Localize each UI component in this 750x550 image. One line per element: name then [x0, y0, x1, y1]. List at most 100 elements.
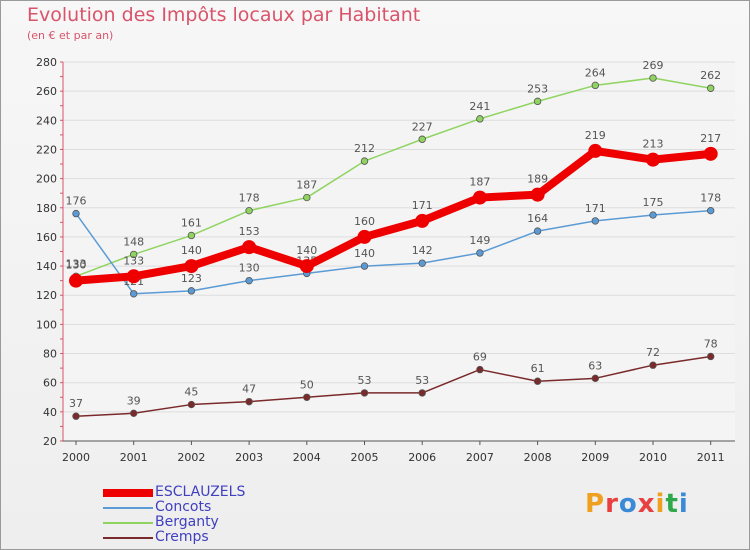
legend-label: Cremps — [155, 529, 209, 545]
data-label: 69 — [473, 351, 487, 364]
data-point — [72, 412, 80, 420]
data-point — [126, 269, 141, 284]
data-point — [129, 290, 138, 298]
legend-swatch — [103, 489, 153, 497]
data-label: 178 — [239, 192, 260, 205]
data-point — [418, 259, 426, 267]
logo-letter: o — [618, 489, 638, 519]
legend-label: ESCLAUZELS — [155, 484, 246, 500]
data-label: 63 — [588, 359, 602, 372]
data-label: 50 — [300, 378, 314, 391]
data-label: 153 — [239, 225, 260, 238]
logo-letter: x — [637, 489, 656, 519]
data-point — [533, 377, 542, 385]
data-point — [591, 81, 599, 90]
data-point — [129, 409, 138, 418]
data-point — [72, 209, 80, 218]
legend-swatch — [103, 507, 153, 509]
y-tick-label: 180 — [36, 202, 57, 215]
data-label: 212 — [354, 142, 375, 155]
data-label: 37 — [69, 397, 83, 410]
data-label: 140 — [181, 244, 202, 257]
data-point — [530, 187, 545, 202]
x-tick-label: 2001 — [120, 451, 148, 464]
y-tick-label: 140 — [36, 260, 57, 273]
data-point — [357, 229, 372, 244]
data-point — [646, 152, 660, 167]
logo-letter: i — [678, 489, 689, 519]
legend-swatch — [103, 522, 153, 524]
data-point — [299, 259, 314, 274]
data-label: 72 — [646, 346, 660, 359]
data-point — [418, 389, 426, 397]
y-tick-label: 260 — [36, 85, 57, 98]
data-point — [360, 389, 369, 397]
data-point — [476, 249, 484, 257]
data-point — [649, 361, 657, 369]
y-tick-label: 160 — [36, 231, 57, 244]
data-point — [129, 250, 138, 259]
data-label: 253 — [527, 82, 548, 95]
data-label: 264 — [585, 66, 606, 79]
x-tick-label: 2010 — [639, 451, 667, 464]
data-label: 140 — [354, 247, 375, 260]
data-point — [591, 217, 599, 225]
logo-letter: i — [655, 489, 666, 519]
data-point — [245, 276, 253, 285]
data-point — [707, 206, 715, 215]
data-point — [187, 231, 196, 240]
x-tick-label: 2004 — [293, 451, 321, 464]
data-label: 161 — [181, 216, 202, 229]
data-label: 176 — [66, 195, 87, 208]
x-tick-label: 2005 — [351, 451, 379, 464]
data-label: 217 — [700, 132, 721, 145]
data-label: 175 — [643, 196, 664, 209]
x-tick-label: 2006 — [408, 451, 436, 464]
data-label: 171 — [412, 199, 433, 212]
data-label: 53 — [358, 374, 372, 387]
data-label: 148 — [123, 235, 144, 248]
data-label: 213 — [643, 138, 664, 151]
logo-letter: P — [585, 489, 606, 519]
chart-subtitle: (en € et par an) — [27, 29, 114, 42]
legend-label: Concots — [155, 499, 212, 515]
data-label: 160 — [354, 215, 375, 228]
data-label: 133 — [66, 257, 87, 270]
data-point — [649, 211, 657, 219]
data-point — [242, 240, 257, 255]
data-label: 227 — [412, 120, 433, 133]
data-label: 262 — [700, 69, 721, 82]
data-label: 130 — [239, 262, 260, 275]
data-label: 53 — [415, 374, 429, 387]
data-label: 133 — [123, 254, 144, 267]
data-point — [69, 273, 83, 288]
data-point — [533, 227, 542, 235]
x-tick-label: 2000 — [62, 451, 90, 464]
data-label: 45 — [184, 386, 198, 399]
data-label: 142 — [412, 244, 433, 257]
data-label: 61 — [531, 362, 545, 375]
data-point — [245, 206, 253, 215]
data-label: 140 — [296, 244, 317, 257]
data-point — [703, 146, 718, 161]
data-point — [360, 157, 369, 165]
data-point — [707, 84, 715, 92]
data-point — [533, 97, 542, 106]
legend-label: Berganty — [155, 514, 219, 530]
data-label: 178 — [700, 192, 721, 205]
y-tick-label: 120 — [36, 289, 57, 302]
x-tick-label: 2011 — [697, 451, 725, 464]
series-line-concots — [75, 209, 711, 295]
data-point — [476, 115, 484, 123]
x-tick-label: 2003 — [235, 451, 263, 464]
data-point — [187, 287, 196, 295]
data-label: 269 — [643, 59, 664, 72]
logo-letter: r — [605, 489, 619, 519]
data-label: 123 — [181, 272, 202, 285]
data-label: 241 — [469, 100, 490, 113]
y-tick-label: 100 — [36, 318, 57, 331]
data-label: 78 — [704, 337, 718, 350]
data-point — [360, 262, 369, 270]
